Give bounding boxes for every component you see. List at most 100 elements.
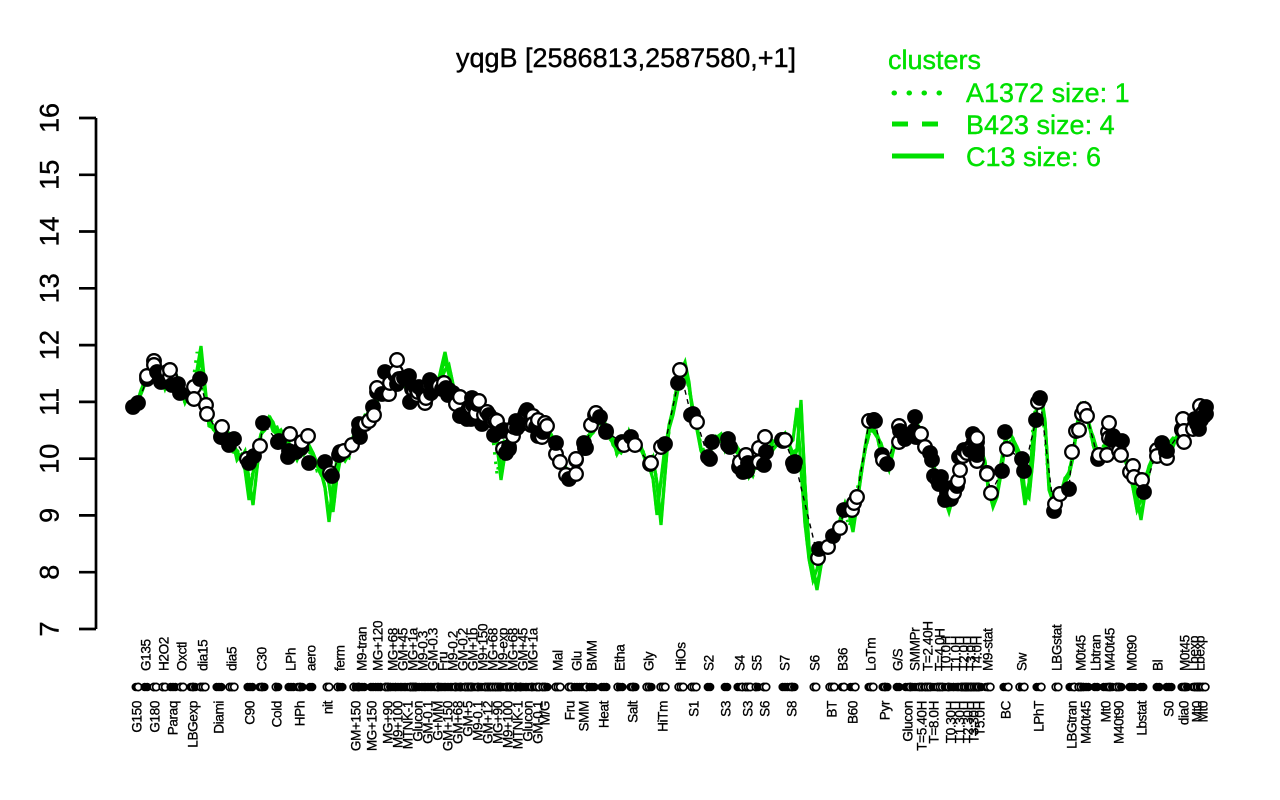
- svg-text:S6: S6: [758, 701, 773, 717]
- svg-text:M9+150: M9+150: [476, 623, 491, 671]
- svg-text:T2.30H: T2.30H: [961, 701, 976, 743]
- svg-text:LPh: LPh: [284, 648, 299, 671]
- svg-text:Oxctl: Oxctl: [175, 642, 190, 671]
- svg-text:GM+150: GM+150: [441, 700, 456, 751]
- svg-text:MTNK-1: MTNK-1: [401, 701, 416, 749]
- svg-text:HiOs: HiOs: [674, 642, 689, 671]
- svg-text:LBGstat: LBGstat: [1050, 624, 1065, 671]
- svg-text:B423 size: 4: B423 size: 4: [966, 110, 1115, 140]
- svg-text:T=8.0H: T=8.0H: [927, 701, 942, 744]
- svg-text:9: 9: [35, 508, 65, 523]
- svg-text:T=5.40H: T=5.40H: [915, 701, 930, 751]
- svg-text:T3.30H: T3.30H: [967, 701, 982, 743]
- svg-text:GM-0.3: GM-0.3: [426, 628, 441, 671]
- svg-text:MG+120: MG+120: [371, 620, 386, 671]
- svg-text:S3: S3: [741, 701, 756, 717]
- svg-text:T=2.40H: T=2.40H: [921, 621, 936, 671]
- svg-text:M0t45: M0t45: [1074, 635, 1089, 671]
- svg-text:Mt0: Mt0: [1099, 700, 1114, 722]
- svg-text:T1.0H: T1.0H: [949, 636, 964, 671]
- svg-text:BC: BC: [999, 700, 1014, 719]
- svg-text:Glu: Glu: [570, 651, 585, 671]
- svg-text:Fru: Fru: [563, 701, 578, 720]
- svg-text:S5: S5: [750, 655, 765, 671]
- svg-text:8: 8: [35, 565, 65, 580]
- svg-text:S4: S4: [733, 654, 748, 671]
- svg-text:LBGexp: LBGexp: [186, 701, 201, 748]
- svg-text:MG+68: MG+68: [486, 628, 501, 671]
- svg-text:M9-0.3: M9-0.3: [416, 631, 431, 671]
- svg-text:clusters: clusters: [888, 45, 981, 75]
- svg-text:M9+100: M9+100: [501, 700, 516, 748]
- svg-text:S0: S0: [1162, 700, 1177, 717]
- svg-text:13: 13: [35, 273, 65, 303]
- svg-text:S7: S7: [778, 655, 793, 671]
- svg-text:Paraq: Paraq: [166, 701, 181, 735]
- svg-text:Gly: Gly: [642, 651, 657, 671]
- svg-text:M9+100: M9+100: [391, 700, 406, 748]
- svg-text:GM-0.1: GM-0.1: [531, 701, 546, 744]
- svg-text:10: 10: [35, 444, 65, 474]
- svg-text:M40t45: M40t45: [1103, 628, 1118, 671]
- svg-text:Salt: Salt: [626, 700, 641, 722]
- svg-text:BT: BT: [825, 701, 840, 718]
- svg-text:LoTm: LoTm: [864, 638, 879, 671]
- svg-text:Fru: Fru: [436, 652, 451, 671]
- svg-text:S8: S8: [785, 701, 800, 717]
- svg-text:C90: C90: [243, 700, 258, 725]
- svg-text:MG+150: MG+150: [365, 700, 380, 751]
- svg-text:T5.0H: T5.0H: [973, 701, 988, 736]
- svg-text:HPh: HPh: [293, 701, 308, 726]
- svg-text:GM+1b: GM+1b: [466, 628, 481, 671]
- svg-text:S3: S3: [719, 701, 734, 717]
- svg-text:B60: B60: [846, 700, 861, 724]
- svg-text:GM+150: GM+150: [349, 700, 364, 751]
- svg-text:T=4.0H: T=4.0H: [933, 628, 948, 671]
- svg-text:Glucon: Glucon: [411, 701, 426, 742]
- svg-text:Diami: Diami: [212, 701, 227, 734]
- svg-text:MG+1a: MG+1a: [526, 627, 541, 671]
- svg-text:Mt0: Mt0: [1196, 700, 1211, 722]
- svg-text:Glucon: Glucon: [901, 701, 916, 742]
- svg-text:M/G: M/G: [538, 701, 553, 725]
- svg-text:GM-0.1: GM-0.1: [421, 701, 436, 744]
- svg-text:aero: aero: [304, 645, 319, 671]
- svg-text:GM+45: GM+45: [396, 628, 411, 671]
- svg-text:T0.30H: T0.30H: [944, 701, 959, 743]
- svg-text:B36: B36: [836, 648, 851, 671]
- svg-text:M0t90: M0t90: [1125, 634, 1140, 671]
- svg-text:nit: nit: [321, 700, 336, 714]
- svg-text:GM+45: GM+45: [516, 628, 531, 671]
- svg-text:SMMPr: SMMPr: [908, 627, 923, 671]
- svg-text:T4.0H: T4.0H: [970, 636, 985, 671]
- svg-text:Pyr: Pyr: [878, 700, 893, 720]
- svg-text:T3.0H: T3.0H: [964, 636, 979, 671]
- svg-text:Cold: Cold: [270, 701, 285, 727]
- svg-text:7: 7: [35, 621, 65, 636]
- svg-text:MTNK-1: MTNK-1: [511, 701, 526, 749]
- svg-text:T0.0H: T0.0H: [939, 636, 954, 671]
- svg-text:C30: C30: [255, 646, 270, 671]
- svg-text:12: 12: [35, 330, 65, 360]
- svg-text:M40t90: M40t90: [1112, 700, 1127, 744]
- svg-text:M9-0.2: M9-0.2: [446, 631, 461, 671]
- svg-text:Lbtran: Lbtran: [1089, 635, 1104, 671]
- svg-text:MG+90: MG+90: [491, 700, 506, 744]
- svg-text:15: 15: [35, 160, 65, 190]
- svg-text:Sw: Sw: [1015, 652, 1030, 671]
- svg-text:Glucon: Glucon: [521, 701, 536, 742]
- svg-text:S6: S6: [808, 655, 823, 671]
- svg-text:dia5: dia5: [225, 647, 240, 671]
- svg-text:G150: G150: [130, 700, 145, 732]
- svg-text:BMM: BMM: [585, 640, 600, 671]
- svg-text:G180: G180: [148, 700, 163, 732]
- svg-text:GM+12: GM+12: [481, 701, 496, 744]
- svg-text:MG+90: MG+90: [381, 700, 396, 744]
- svg-text:ferm: ferm: [333, 645, 348, 671]
- svg-text:MG+68: MG+68: [386, 628, 401, 671]
- svg-text:M9-0.1: M9-0.1: [471, 701, 486, 741]
- svg-text:G/S: G/S: [891, 648, 906, 671]
- svg-text:S1: S1: [687, 701, 702, 717]
- svg-text:MG+1a: MG+1a: [406, 627, 421, 671]
- svg-text:LPhT: LPhT: [1032, 701, 1047, 732]
